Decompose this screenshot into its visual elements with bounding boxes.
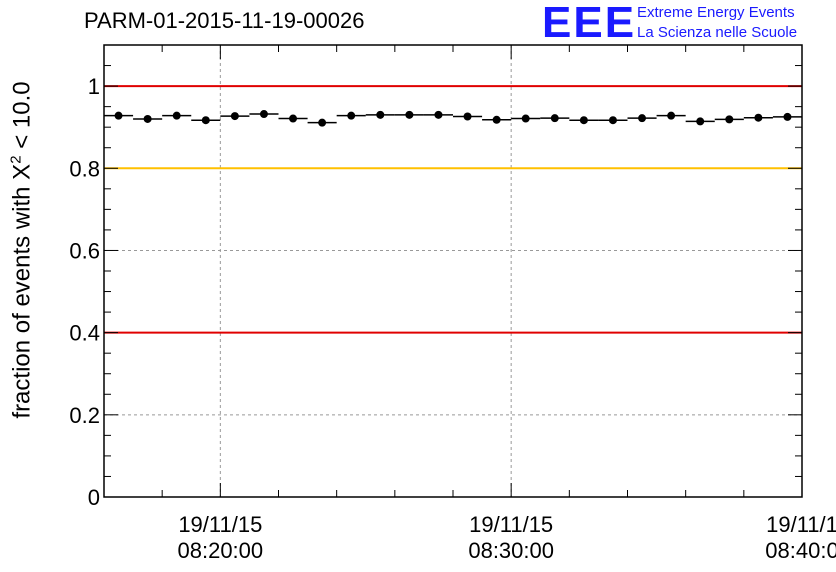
y-axis-label: fraction of events with X2 < 10.0: [7, 81, 36, 419]
chart-title: PARM-01-2015-11-19-00026: [84, 8, 365, 33]
data-point: [783, 112, 792, 121]
y-tick-label: 0: [88, 485, 100, 510]
data-point: [725, 115, 734, 124]
data-point: [492, 115, 501, 124]
y-tick-label: 0.8: [69, 156, 100, 181]
data-point: [289, 114, 298, 123]
data-point: [376, 110, 385, 119]
eee-logo: EEE: [542, 0, 637, 47]
data-point: [754, 113, 763, 122]
org-line-1: Extreme Energy Events: [637, 4, 795, 21]
data-point: [259, 110, 268, 119]
data-point: [696, 117, 705, 126]
y-tick-label: 1: [88, 74, 100, 99]
plot-frame: [103, 44, 803, 498]
data-point: [667, 111, 676, 120]
data-point: [172, 111, 181, 120]
data-point: [230, 112, 239, 121]
org-name: Extreme Energy Events La Scienza nelle S…: [637, 3, 797, 43]
data-point: [114, 111, 123, 120]
data-point: [201, 116, 210, 125]
data-point: [608, 116, 617, 125]
x-tick-label-date: 19/11/1: [766, 512, 836, 537]
data-point: [463, 112, 472, 121]
x-tick-label-time: 08:20:00: [178, 538, 264, 563]
x-tick-label-time: 08:40:0: [765, 538, 836, 563]
data-point: [434, 110, 443, 119]
x-tick-label-time: 08:30:00: [468, 538, 554, 563]
y-tick-label: 0.4: [69, 321, 100, 346]
data-point: [579, 116, 588, 125]
data-point: [347, 111, 356, 120]
y-tick-label: 0.6: [69, 238, 100, 263]
data-point: [638, 114, 647, 123]
data-point: [521, 114, 530, 123]
data-point: [550, 114, 559, 123]
data-point: [318, 118, 327, 127]
data-point: [143, 114, 152, 123]
x-tick-label-date: 19/11/15: [469, 512, 553, 537]
y-tick-label: 0.2: [69, 403, 100, 428]
x-tick-label-date: 19/11/15: [178, 512, 262, 537]
org-line-2: La Scienza nelle Scuole: [637, 24, 798, 41]
data-point: [405, 110, 414, 119]
